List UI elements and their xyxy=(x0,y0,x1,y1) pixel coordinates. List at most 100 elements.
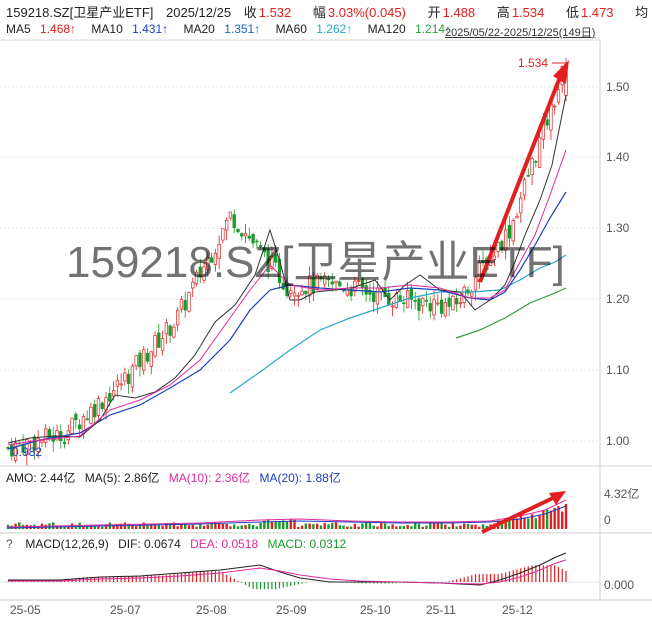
date-range-selector[interactable]: 2025/05/22-2025/12/25(149日) xyxy=(445,27,596,39)
volume-bar xyxy=(463,523,466,529)
candle-body xyxy=(372,292,376,303)
macd-bar xyxy=(452,580,454,582)
volume-bar xyxy=(168,524,172,529)
candle-body xyxy=(537,137,542,168)
help-icon[interactable]: ? xyxy=(6,537,13,551)
volume-bar xyxy=(229,526,232,529)
candle-body xyxy=(511,220,515,242)
candle-body xyxy=(172,326,176,338)
volume-bar xyxy=(270,521,274,529)
candle-body xyxy=(500,240,504,251)
macd-bar xyxy=(369,582,371,584)
volume-bar xyxy=(447,526,451,529)
candle-body xyxy=(145,353,150,362)
candle-body xyxy=(258,245,263,247)
volume-bar xyxy=(248,523,251,529)
security-code: 159218.SZ[卫星产业ETF] xyxy=(6,5,154,20)
candle-body xyxy=(108,393,112,402)
candle-body xyxy=(300,290,304,296)
volume-bar xyxy=(14,523,17,529)
candle-body xyxy=(85,418,89,421)
trend-arrow-head xyxy=(553,60,569,84)
candle-body xyxy=(338,281,342,287)
ma5-label: MA5 xyxy=(6,22,31,36)
volume-bar xyxy=(346,526,349,529)
macd-bar xyxy=(388,582,390,584)
macd-bar xyxy=(252,582,254,589)
macd-bar xyxy=(199,571,201,582)
volume-bar xyxy=(523,517,526,529)
macd-bar xyxy=(482,574,484,582)
high-field: 高 1.534 xyxy=(497,5,554,20)
macd-bar xyxy=(467,576,469,582)
candle-body xyxy=(334,280,338,284)
candle-body xyxy=(307,275,312,297)
time-tick: 25-07 xyxy=(110,603,141,617)
price-tick: 1.50 xyxy=(606,80,630,94)
macd-bar xyxy=(305,582,307,583)
price-tick: 1.10 xyxy=(606,363,630,377)
volume-bar xyxy=(413,523,417,529)
volume-bar xyxy=(451,523,455,529)
macd-bar xyxy=(361,582,364,584)
volume-bar xyxy=(357,526,360,529)
volume-bar xyxy=(259,522,262,529)
volume-bar xyxy=(342,525,345,529)
time-tick: 25-11 xyxy=(426,603,456,617)
volume-bar xyxy=(89,524,93,529)
macd-bar xyxy=(188,572,190,582)
volume-bar xyxy=(240,525,243,529)
volume-bar xyxy=(353,523,357,529)
candle-body xyxy=(470,291,474,297)
volume-bar xyxy=(63,526,66,529)
macd-bar xyxy=(497,574,499,582)
time-tick: 25-05 xyxy=(10,603,41,617)
candle-body xyxy=(443,302,448,317)
volume-bar xyxy=(184,524,187,529)
quote-header: 159218.SZ[卫星产业ETF] 2025/12/25 收 1.532 幅 3.… xyxy=(6,2,652,20)
volume-bar xyxy=(478,526,481,529)
macd-bar xyxy=(474,574,477,582)
volume-bar xyxy=(282,520,285,529)
volume-bar xyxy=(395,526,398,529)
volume-bar xyxy=(278,521,281,529)
ma10-legend: MA10 1.431↑ xyxy=(91,22,174,36)
volume-bar xyxy=(508,519,511,529)
candle-body xyxy=(13,442,18,461)
macd-axis: 0.000 xyxy=(604,578,634,592)
volume-bar xyxy=(297,526,300,529)
macd-bar xyxy=(248,582,250,587)
macd-bar xyxy=(561,568,563,582)
volume-bar xyxy=(127,523,130,529)
candle-body xyxy=(519,197,523,214)
macd-bar xyxy=(158,575,160,582)
candle-body xyxy=(274,253,278,263)
candle-body xyxy=(240,233,244,237)
candle-body xyxy=(179,299,184,310)
candle-body xyxy=(436,302,440,305)
ma-legend: MA5 1.468↑ MA10 1.431↑ MA20 1.351↑ MA60 … xyxy=(6,22,463,38)
amo-legend: AMO: 2.44亿 MA(5): 2.86亿 MA(10): 2.36亿 MA… xyxy=(6,469,347,485)
volume-bar xyxy=(131,525,134,529)
candle-body xyxy=(74,413,78,421)
macd-bar xyxy=(395,582,397,584)
volume-bar xyxy=(444,524,447,529)
change-label: 幅 xyxy=(312,5,326,20)
candle-body xyxy=(164,322,169,335)
volume-bar xyxy=(512,517,515,529)
volume-bar xyxy=(515,518,519,529)
macd-value: MACD: 0.0312 xyxy=(267,537,347,551)
candle-body xyxy=(111,390,116,397)
macd-bar xyxy=(210,571,213,582)
macd-bar xyxy=(150,575,152,582)
amo-ma10: MA(10): 2.36亿 xyxy=(168,471,251,485)
dif-line xyxy=(8,552,567,586)
volume-bar xyxy=(338,525,341,529)
candle-body xyxy=(138,352,142,368)
candle-body xyxy=(89,406,93,424)
macd-bar xyxy=(271,582,273,590)
volume-arrow-line xyxy=(481,495,556,534)
volume-bar xyxy=(119,523,123,529)
